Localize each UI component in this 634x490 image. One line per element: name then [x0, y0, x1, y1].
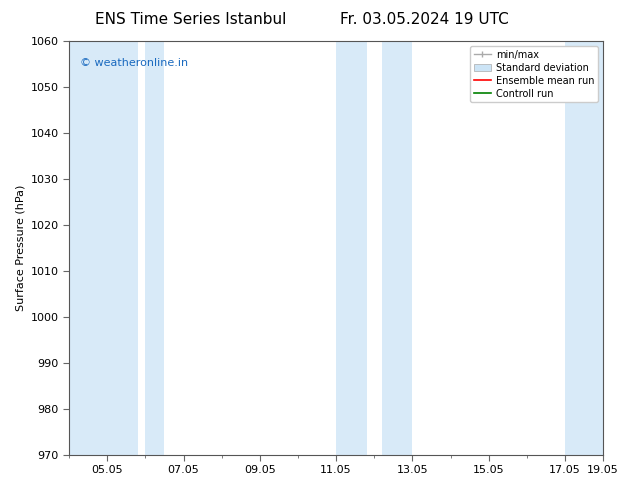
Y-axis label: Surface Pressure (hPa): Surface Pressure (hPa): [15, 185, 25, 311]
Text: Fr. 03.05.2024 19 UTC: Fr. 03.05.2024 19 UTC: [340, 12, 509, 27]
Bar: [565, 41, 603, 455]
Bar: [145, 41, 164, 455]
Bar: [336, 41, 366, 455]
Bar: [382, 41, 412, 455]
Bar: [69, 41, 138, 455]
Text: © weatheronline.in: © weatheronline.in: [80, 58, 188, 68]
Text: ENS Time Series Istanbul: ENS Time Series Istanbul: [94, 12, 286, 27]
Legend: min/max, Standard deviation, Ensemble mean run, Controll run: min/max, Standard deviation, Ensemble me…: [470, 46, 598, 102]
